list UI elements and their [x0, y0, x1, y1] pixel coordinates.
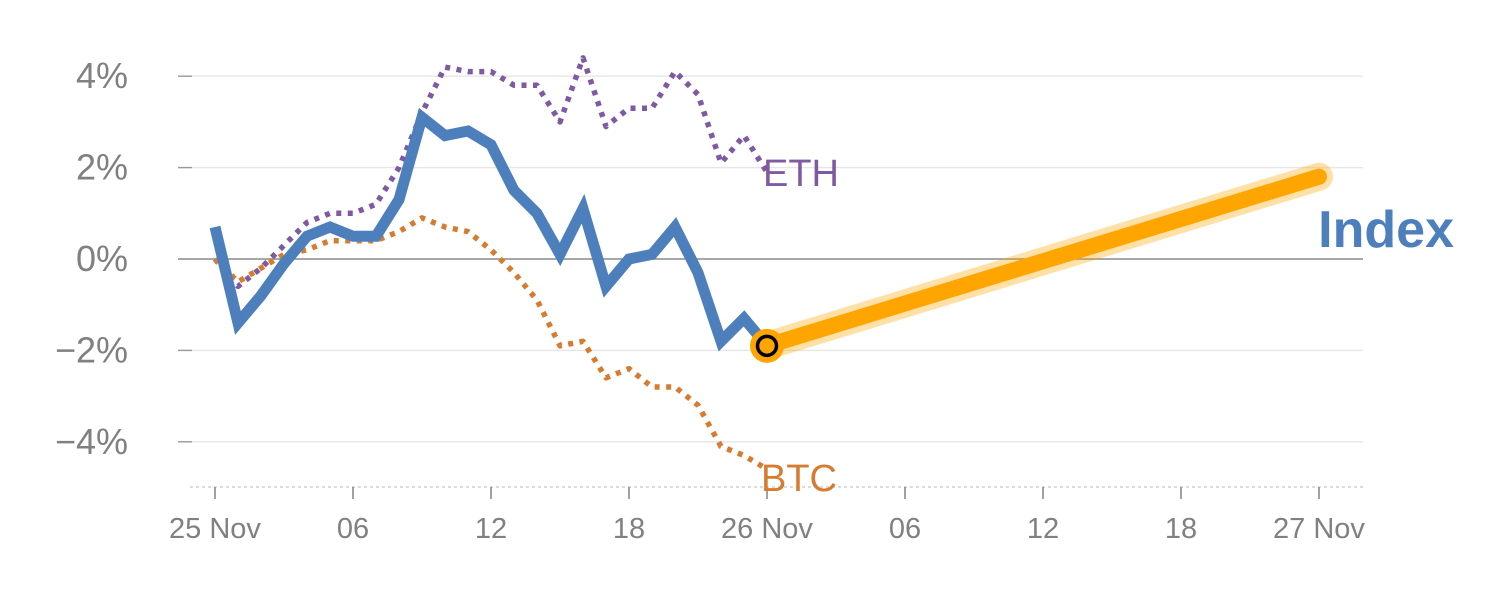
- index-line: [209, 107, 772, 352]
- eth-label: ETH: [763, 153, 839, 195]
- index-label: Index: [1318, 201, 1454, 259]
- marker-ring: [750, 328, 784, 363]
- gridlines: [178, 75, 1363, 443]
- y-tick-label: −4%: [55, 421, 128, 462]
- x-tick-label: 06: [337, 513, 369, 545]
- y-tick-label: 0%: [76, 238, 128, 279]
- projection-line: [759, 168, 1327, 354]
- tick-and-series-labels: 4% 2% 0% −2% −4% 25 Nov 06 12 18 26 Nov 06 12 18 27 N…: [55, 55, 1454, 545]
- x-tick-label: 12: [1027, 513, 1059, 545]
- y-tick-label: 4%: [76, 55, 128, 96]
- x-tick-label: 18: [613, 513, 645, 545]
- x-tick-label: 27 Nov: [1273, 513, 1365, 545]
- btc-label: BTC: [761, 458, 837, 500]
- x-tick-label: 26 Nov: [721, 513, 813, 545]
- x-tick-label: 18: [1165, 513, 1197, 545]
- marker-dot: [755, 334, 779, 358]
- x-axis: [190, 486, 1365, 499]
- x-tick-label: 06: [889, 513, 921, 545]
- series-lines: [209, 55, 1333, 472]
- eth-line: [212, 55, 770, 290]
- y-tick-label: −2%: [55, 329, 128, 370]
- current-point-marker: [750, 328, 784, 363]
- x-tick-label: 25 Nov: [169, 513, 261, 545]
- x-tick-label: 12: [475, 513, 507, 545]
- y-tick-label: 2%: [76, 147, 128, 188]
